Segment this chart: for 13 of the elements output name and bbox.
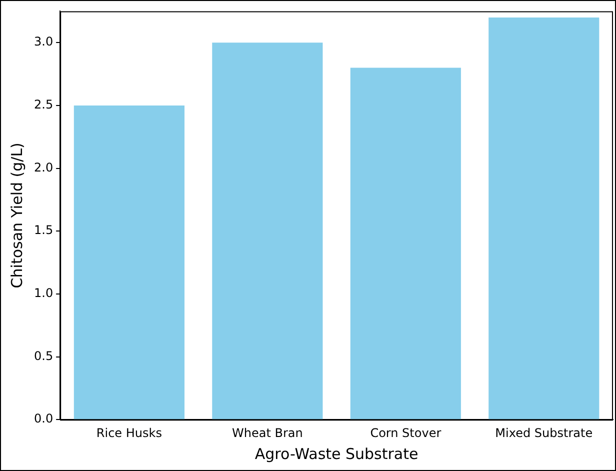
y-tick-label: 2.0	[34, 160, 54, 174]
x-tick-label: Wheat Bran	[232, 426, 303, 440]
y-tick-label: 1.0	[34, 286, 54, 300]
y-tick-label: 2.5	[34, 98, 54, 112]
y-axis-title: Chitosan Yield (g/L)	[8, 142, 26, 288]
x-tick-label: Mixed Substrate	[495, 426, 593, 440]
x-tick-label: Rice Husks	[96, 426, 162, 440]
y-tick-label: 0.0	[34, 412, 54, 426]
y-tick-label: 1.5	[34, 223, 54, 238]
x-axis-title: Agro-Waste Substrate	[254, 444, 418, 463]
x-tick-label: Corn Stover	[370, 426, 442, 440]
y-tick-label: 0.5	[34, 348, 54, 363]
y-tick-label: 3.0	[34, 34, 54, 49]
